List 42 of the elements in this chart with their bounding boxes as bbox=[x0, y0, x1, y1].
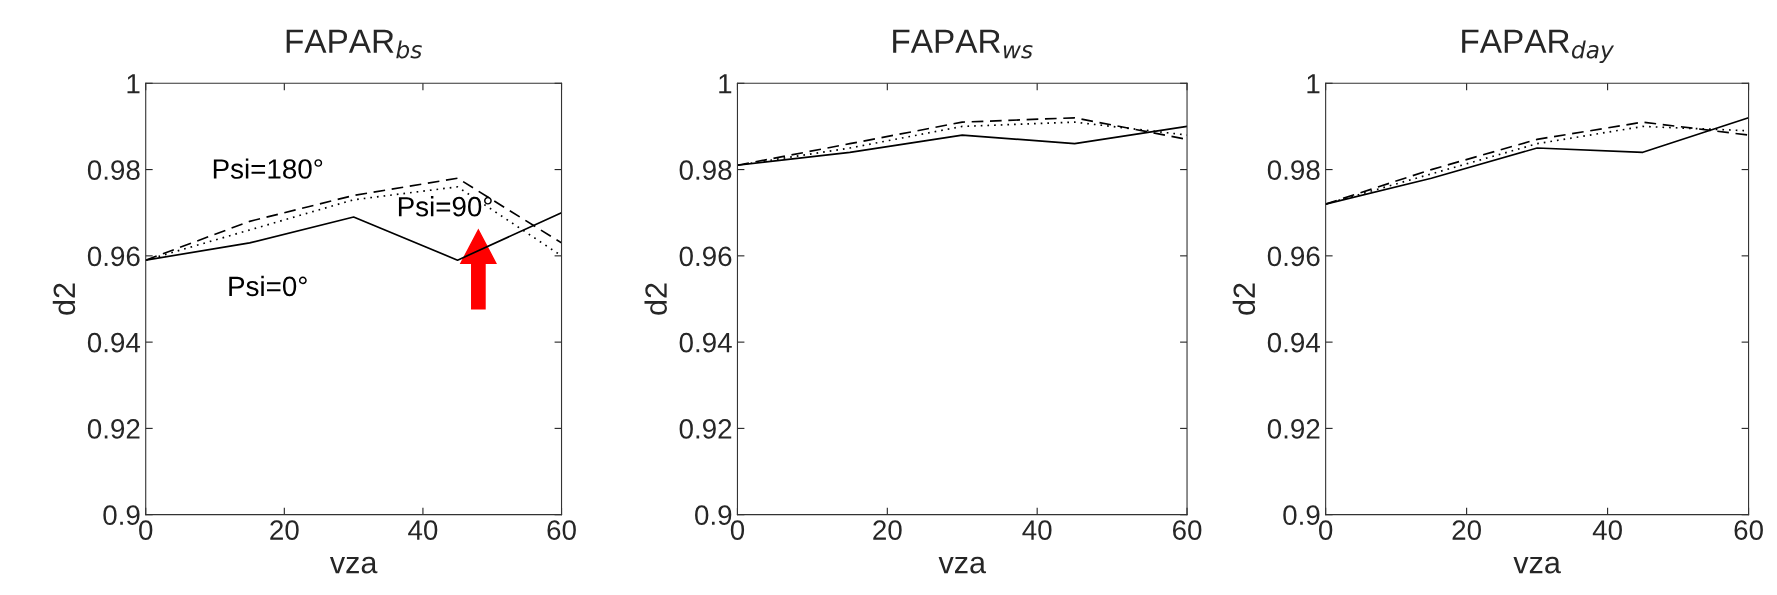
series-label: Psi=180° bbox=[213, 158, 323, 179]
x-tick-label: 60 bbox=[547, 520, 576, 540]
y-tick-label: 0.9 bbox=[1283, 505, 1320, 526]
y-tick-label: 0.9 bbox=[103, 505, 140, 526]
x-axis-title: vza bbox=[938, 556, 987, 574]
y-tick-label: 0.94 bbox=[87, 332, 141, 353]
y-tick-label: 0.9 bbox=[695, 505, 732, 526]
y-tick-label: 0.94 bbox=[679, 332, 732, 353]
x-tick-label: 20 bbox=[873, 520, 902, 540]
y-tick-label: 0.96 bbox=[679, 246, 732, 267]
series-label: Psi=90° bbox=[398, 196, 492, 217]
y-tick-label: 0.98 bbox=[679, 160, 732, 180]
x-tick-label: 0 bbox=[1319, 520, 1333, 540]
chart-title: FAPAR$_{ws}$ bbox=[893, 29, 1033, 59]
y-axis-title: d2 bbox=[644, 283, 667, 315]
y-tick-label: 0.96 bbox=[87, 246, 140, 267]
y-tick-label: 1 bbox=[719, 74, 732, 94]
y-axis-title: d2 bbox=[1232, 283, 1256, 315]
y-tick-label: 0.92 bbox=[679, 419, 732, 439]
y-tick-label: 1 bbox=[1307, 74, 1320, 94]
x-tick-label: 40 bbox=[1022, 520, 1052, 540]
y-tick-label: 0.98 bbox=[87, 160, 140, 180]
y-tick-label: 0.98 bbox=[1267, 160, 1320, 180]
y-tick-label: 1 bbox=[127, 74, 140, 94]
x-tick-label: 20 bbox=[1452, 520, 1481, 540]
x-tick-label: 40 bbox=[408, 520, 438, 540]
x-tick-label: 60 bbox=[1734, 520, 1763, 540]
x-tick-label: 0 bbox=[730, 520, 745, 540]
x-axis-title: vza bbox=[329, 556, 378, 574]
y-tick-label: 0.92 bbox=[87, 419, 140, 439]
x-tick-label: 60 bbox=[1173, 520, 1202, 540]
y-axis-title: d2 bbox=[52, 283, 76, 315]
y-tick-label: 0.96 bbox=[1267, 246, 1320, 267]
series-label: Psi=0° bbox=[229, 275, 307, 297]
x-tick-label: 0 bbox=[139, 520, 153, 540]
chart-title: FAPAR$_{day}$ bbox=[1462, 29, 1615, 63]
x-tick-label: 40 bbox=[1592, 520, 1622, 540]
x-axis-title: vza bbox=[1513, 556, 1561, 574]
y-tick-label: 0.94 bbox=[1267, 332, 1320, 353]
chart-title: FAPAR$_{bs}$ bbox=[286, 29, 422, 59]
x-tick-label: 20 bbox=[270, 520, 299, 540]
y-tick-label: 0.92 bbox=[1267, 419, 1320, 439]
